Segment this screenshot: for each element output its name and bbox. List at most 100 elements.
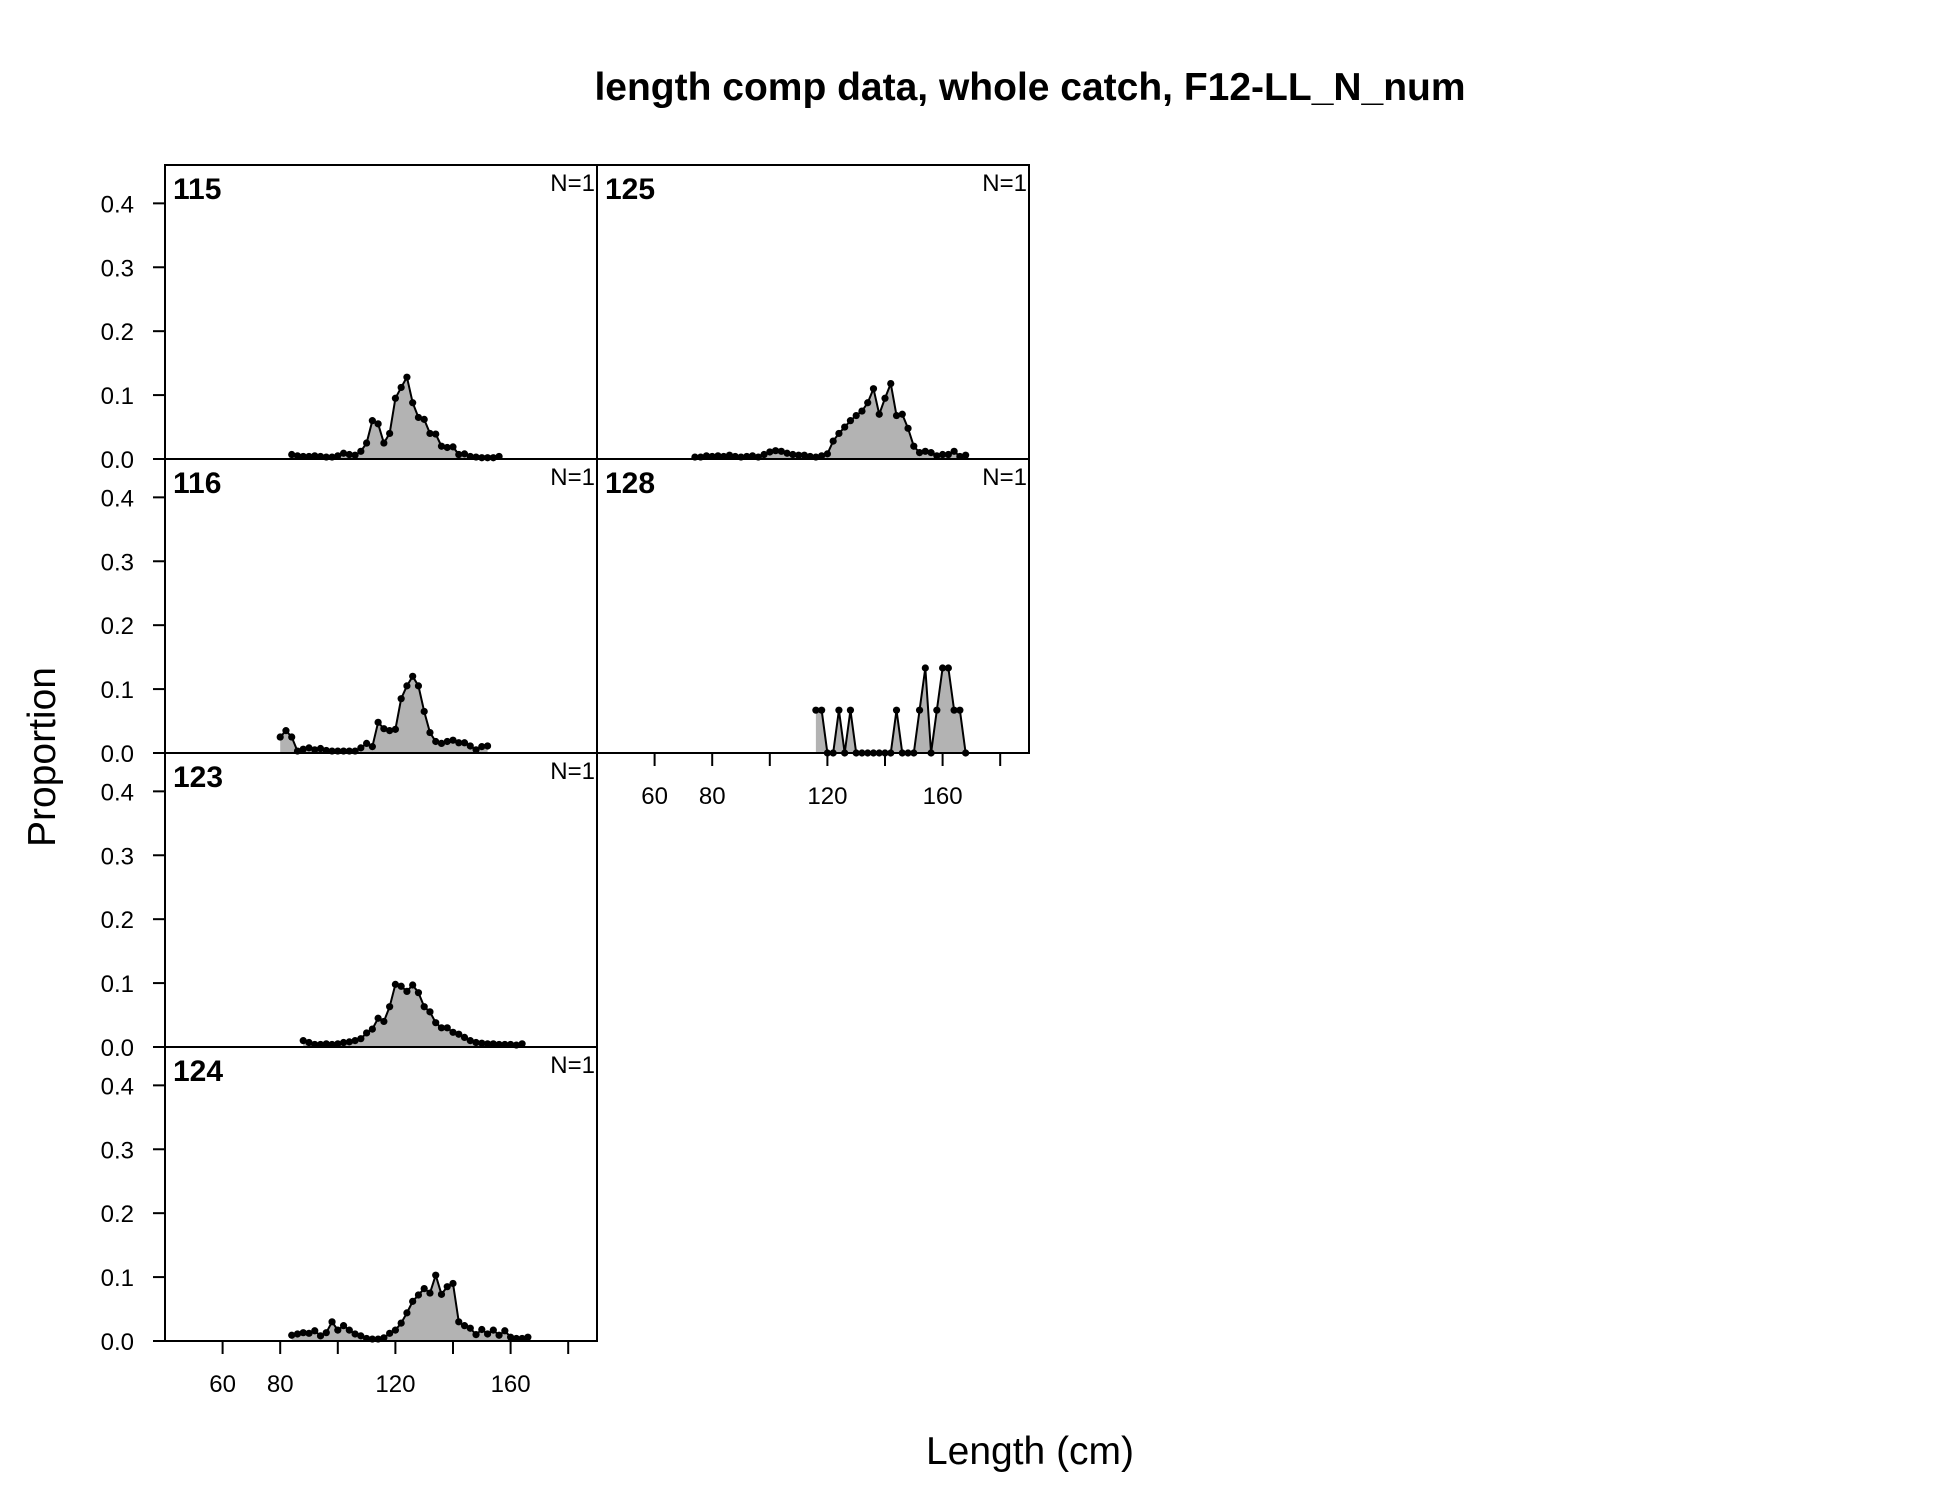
- y-tick-label: 0.3: [101, 1137, 134, 1164]
- y-tick-label: 0.0: [101, 1329, 134, 1356]
- panel-116-n-label: N=1: [550, 464, 595, 491]
- panel-116-point: [316, 744, 325, 753]
- panel-116-point: [311, 746, 319, 754]
- panel-125-point: [852, 411, 860, 420]
- panel-123-point: [483, 1040, 492, 1048]
- panel-128-point: [835, 706, 843, 714]
- panel-124-title: 124: [173, 1055, 223, 1088]
- x-tick-label: 120: [807, 783, 847, 810]
- panel-124-point: [426, 1289, 434, 1297]
- panel-125-point: [915, 449, 924, 457]
- panel-115-point: [455, 450, 463, 459]
- panel-124-point: [489, 1326, 497, 1334]
- panel-125-line: [694, 379, 966, 459]
- panel-115-point: [380, 439, 388, 447]
- panel-124-point: [397, 1319, 405, 1327]
- panel-115-point: [311, 452, 319, 460]
- panel-125-point: [846, 417, 855, 425]
- panel-125-point: [875, 410, 883, 418]
- panel-123-point: [409, 981, 417, 989]
- panel-115-point: [432, 430, 440, 438]
- panel-125-point: [702, 452, 711, 460]
- panel-116-point: [368, 743, 376, 751]
- panel-125-point: [933, 452, 941, 460]
- y-tick-label: 0.2: [101, 907, 134, 934]
- panel-125-point: [771, 447, 780, 455]
- panel-123-point: [443, 1024, 451, 1032]
- panel-123-point: [455, 1030, 463, 1038]
- panel-124-point: [403, 1309, 411, 1317]
- panel-116-point: [403, 682, 411, 690]
- panel-128-point: [921, 664, 929, 672]
- panel-125-point: [858, 407, 866, 415]
- panel-124-point: [316, 1332, 325, 1340]
- panel-128-point: [915, 706, 924, 714]
- panel-123-point: [357, 1035, 365, 1043]
- panel-128-point: [933, 706, 941, 714]
- panel-115-point: [397, 383, 405, 392]
- panel-115-point: [334, 452, 342, 460]
- panel-125-point: [789, 450, 797, 459]
- panel-116-point: [299, 745, 307, 753]
- panel-116-point: [432, 737, 440, 746]
- panel-125-area: [694, 383, 966, 459]
- panel-116-point: [420, 707, 428, 716]
- panel-125-point: [777, 447, 785, 455]
- panel-124-point: [455, 1318, 463, 1326]
- panel-124-point: [391, 1326, 399, 1334]
- panel-115-point: [449, 443, 457, 451]
- panel-115-point: [414, 413, 423, 422]
- panel-115-point: [409, 399, 417, 407]
- panel-125-point: [881, 394, 889, 402]
- panel-116-point: [357, 744, 365, 752]
- panel-115-point: [357, 447, 365, 455]
- panel-116-point: [437, 739, 446, 748]
- panel-115-point: [374, 420, 382, 428]
- panel-123-point: [351, 1037, 359, 1045]
- panel-125-title: 125: [605, 173, 655, 206]
- x-tick-label: 160: [491, 1371, 531, 1398]
- panel-124-point: [328, 1318, 336, 1326]
- panel-116-point: [472, 746, 480, 754]
- panel-128-point: [950, 706, 958, 714]
- panel-116-point: [466, 742, 474, 750]
- y-tick-label: 0.0: [101, 1035, 134, 1062]
- y-tick-label: 0.2: [101, 1201, 134, 1228]
- panel-115-point: [339, 449, 348, 457]
- panel-116-point: [305, 744, 313, 752]
- panel-124-point: [449, 1279, 457, 1288]
- x-tick-label: 60: [209, 1371, 236, 1398]
- panel-123-point: [380, 1017, 388, 1026]
- panel-115-point: [351, 451, 359, 459]
- y-tick-label: 0.4: [101, 485, 134, 512]
- panel-123-point: [478, 1039, 486, 1047]
- x-tick-label: 80: [267, 1371, 294, 1398]
- panel-124-point: [466, 1324, 474, 1332]
- panel-125-point: [892, 411, 901, 420]
- panel-123-point: [299, 1037, 307, 1045]
- panel-128-point: [846, 706, 855, 714]
- panel-116-frame: [164, 458, 598, 754]
- panel-125-point: [818, 452, 826, 460]
- y-tick-label: 0.3: [101, 843, 134, 870]
- panel-125-point: [725, 451, 734, 459]
- panel-115-area: [291, 377, 500, 459]
- y-tick-label: 0.1: [101, 971, 134, 998]
- panel-125-point: [950, 447, 958, 455]
- panel-125-n-label: N=1: [982, 170, 1027, 197]
- panel-115-point: [368, 417, 376, 425]
- panel-125-point: [921, 447, 929, 455]
- y-tick-label: 0.4: [101, 779, 134, 806]
- panel-128-point: [812, 706, 820, 714]
- panel-125-point: [910, 442, 918, 450]
- panel-123-point: [305, 1038, 313, 1047]
- panel-124-point: [524, 1333, 532, 1341]
- panel-115-point: [403, 373, 411, 381]
- panel-123-point: [518, 1040, 526, 1048]
- panel-123-point: [460, 1033, 469, 1042]
- panel-124-point: [288, 1331, 296, 1339]
- y-axis-title: Proportion: [21, 667, 64, 847]
- panel-116-point: [380, 725, 388, 733]
- panel-123-point: [489, 1040, 497, 1048]
